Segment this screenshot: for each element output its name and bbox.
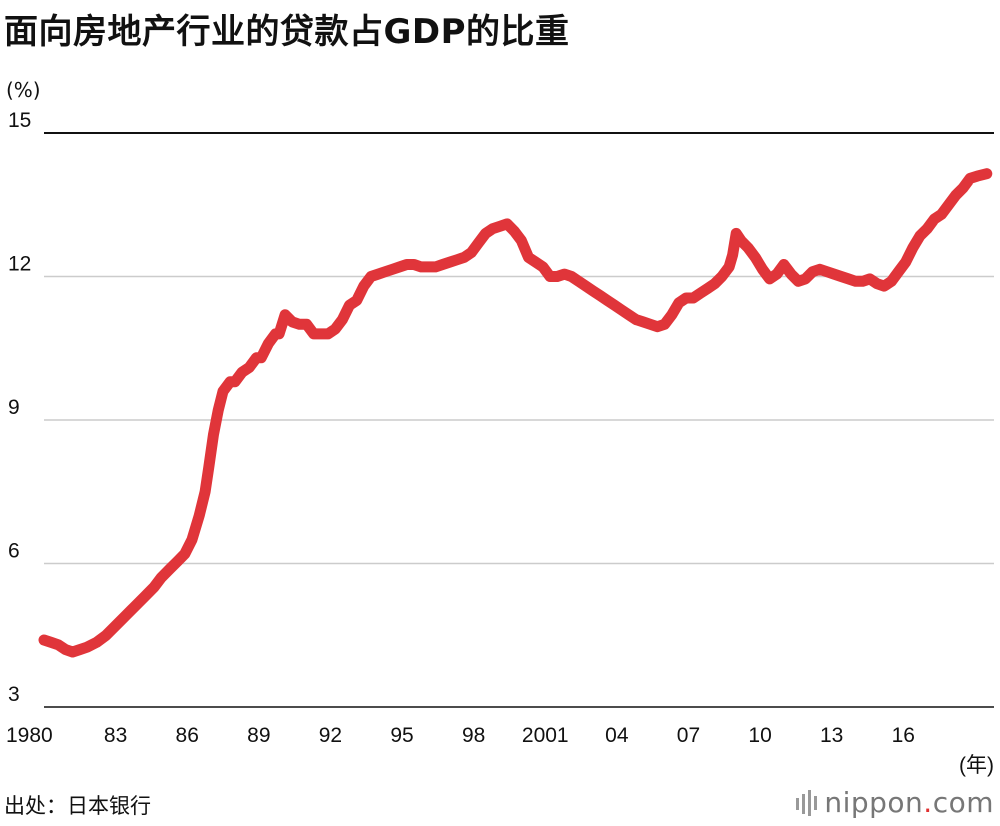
nippon-bars-icon — [796, 790, 818, 816]
x-axis-unit-label: (年) — [959, 754, 994, 777]
series-line — [38, 168, 993, 658]
x-tick-label: 83 — [104, 724, 127, 747]
y-tick-labels: 3 6 9 12 15 — [8, 109, 31, 706]
x-tick-label: 1980 — [6, 724, 53, 747]
x-tick-label: 89 — [247, 724, 270, 747]
brand-name: nippon — [824, 786, 924, 819]
x-tick-label: 10 — [748, 724, 771, 747]
x-tick-label: 92 — [319, 724, 342, 747]
chart-title: 面向房地产行业的贷款占GDP的比重 — [4, 12, 570, 52]
x-tick-label: 95 — [390, 724, 413, 747]
grid-lines — [44, 132, 994, 708]
y-tick-label: 6 — [8, 540, 20, 563]
y-tick-label: 9 — [8, 396, 20, 419]
y-tick-label: 15 — [8, 109, 31, 132]
brand-tld: com — [932, 786, 994, 819]
y-tick-label: 12 — [8, 253, 31, 276]
y-axis-unit-label: (%) — [6, 78, 41, 102]
line-chart: 3 6 9 12 15 1980 83 86 89 92 95 98 2001 04 07 10 13 16 (… — [6, 109, 994, 777]
y-tick-label: 3 — [8, 683, 20, 706]
source-note: 出处：日本银行 — [4, 794, 151, 818]
x-tick-label: 16 — [892, 724, 915, 747]
nippon-logo: nippon.com — [794, 786, 994, 819]
x-tick-label: 2001 — [522, 724, 569, 747]
x-tick-label: 07 — [677, 724, 700, 747]
x-tick-label: 04 — [605, 724, 629, 747]
x-tick-label: 98 — [462, 724, 485, 747]
x-tick-labels: 1980 83 86 89 92 95 98 2001 04 07 10 13 16 — [6, 724, 915, 747]
x-tick-label: 86 — [176, 724, 199, 747]
x-tick-label: 13 — [820, 724, 843, 747]
brand-dot: . — [923, 786, 933, 819]
